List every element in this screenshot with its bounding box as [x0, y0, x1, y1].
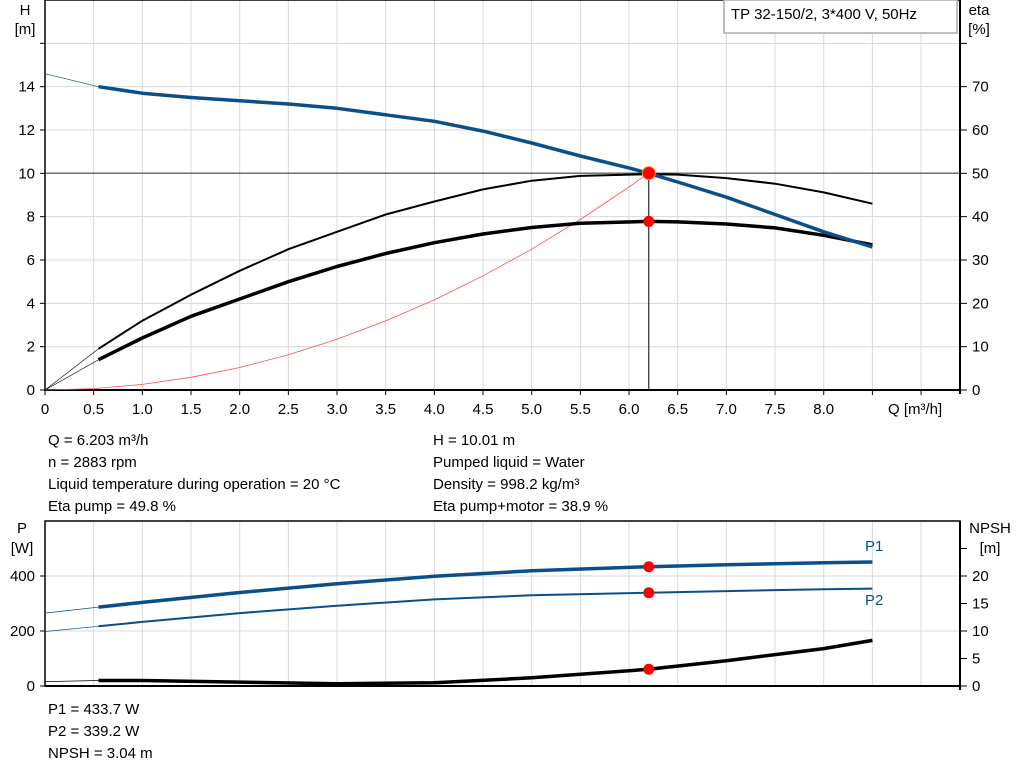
y-axis-unit-right: [%] [968, 21, 990, 38]
duty-point-npsh [643, 663, 655, 675]
x-tick-label: 8.0 [813, 401, 834, 418]
y-tick-label-left: 2 [27, 339, 35, 356]
y-tick-label-left: 4 [27, 295, 35, 312]
duty-point-p1 [643, 561, 655, 573]
eta-total-curve-extension [44, 359, 99, 391]
info-liquid: Pumped liquid = Water [433, 454, 585, 471]
duty-point-p2 [643, 587, 655, 599]
head-curve [98, 84, 873, 249]
x-tick-label: 4.0 [424, 401, 445, 418]
duty-point-head [641, 166, 656, 181]
info-head: H = 10.01 m [433, 432, 516, 449]
y-tick-label-right: 50 [972, 165, 989, 182]
npsh-curve [98, 638, 873, 686]
x-tick-label: 2.5 [278, 401, 299, 418]
x-tick-label: 6.0 [619, 401, 640, 418]
y-tick-label-left: 0 [27, 382, 35, 399]
y-tick-label-right: 30 [972, 252, 989, 269]
x-tick-label: 3.0 [327, 401, 348, 418]
npsh-curve-extension [44, 680, 99, 682]
x-tick-label: 1.0 [132, 401, 153, 418]
x-tick-label: 4.5 [473, 401, 494, 418]
y-tick-label-left: 400 [10, 568, 35, 585]
info-eta-pump: Eta pump = 49.8 % [48, 498, 176, 515]
y-tick-label-right: 20 [972, 568, 989, 585]
y-axis-unit-left: [m] [15, 21, 36, 38]
duty-info-right: H = 10.01 m Pumped liquid = Water Densit… [433, 430, 608, 518]
x-tick-label: 0.5 [83, 401, 104, 418]
info-npsh: NPSH = 3.04 m [48, 745, 153, 762]
y-tick-label-right: 40 [972, 209, 989, 226]
y-tick-label-right: 10 [972, 623, 989, 640]
y-tick-label-right: 0 [972, 678, 980, 695]
y-axis-label-left: H [20, 2, 31, 19]
p2-curve [98, 587, 873, 628]
y-axis-label-right: NPSH [969, 520, 1011, 537]
y-tick-label-right: 20 [972, 295, 989, 312]
info-temperature: Liquid temperature during operation = 20… [48, 476, 341, 493]
info-p1: P1 = 433.7 W [48, 701, 140, 718]
eta-pump-curve-extension [44, 348, 99, 391]
y-axis-label-right: eta [969, 2, 991, 19]
p1-curve [98, 560, 873, 609]
y-axis-unit-right: [m] [980, 540, 1001, 557]
system-curve [44, 172, 650, 391]
x-tick-label: 6.5 [667, 401, 688, 418]
x-tick-label: 7.0 [716, 401, 737, 418]
y-tick-label-left: 6 [27, 252, 35, 269]
eta-pump-curve [97, 173, 873, 350]
y-tick-label-right: 5 [972, 651, 980, 668]
y-tick-label-right: 70 [972, 79, 989, 96]
y-tick-label-right: 0 [972, 382, 980, 399]
title-box [723, 0, 958, 34]
plot-frame [44, 0, 961, 391]
x-tick-label: 7.5 [765, 401, 786, 418]
p1-curve-extension [44, 606, 99, 614]
x-tick-label: 5.5 [570, 401, 591, 418]
y-axis-unit-left: [W] [11, 540, 34, 557]
p1-curve-label: P1 [865, 538, 883, 555]
y-tick-label-right: 10 [972, 339, 989, 356]
y-tick-label-right: 60 [972, 122, 989, 139]
y-axis-label-left: P [17, 520, 27, 537]
x-tick-label: 1.5 [181, 401, 202, 418]
y-tick-label-left: 0 [27, 678, 35, 695]
eta-total-curve [97, 219, 873, 362]
x-tick-label: 0 [41, 401, 49, 418]
x-tick-label: 2.0 [229, 401, 250, 418]
plot-frame [44, 520, 961, 687]
duty-info-power: P1 = 433.7 W P2 = 339.2 W NPSH = 3.04 m [48, 699, 153, 765]
p2-curve-label: P2 [865, 592, 883, 609]
info-eta-total: Eta pump+motor = 38.9 % [433, 498, 609, 515]
y-tick-label-left: 8 [27, 209, 35, 226]
x-tick-label: 5.0 [521, 401, 542, 418]
head-curve-extension [44, 73, 99, 88]
info-flow: Q = 6.203 m³/h [48, 432, 149, 449]
y-tick-label-left: 12 [18, 122, 35, 139]
y-tick-label-right: 15 [972, 596, 989, 613]
p2-curve-extension [44, 625, 99, 632]
info-speed: n = 2883 rpm [48, 454, 137, 471]
duty-info-left: Q = 6.203 m³/h n = 2883 rpm Liquid tempe… [48, 430, 340, 518]
x-axis-label: Q [m³/h] [888, 401, 942, 418]
y-tick-label-left: 10 [18, 165, 35, 182]
x-tick-label: 3.5 [375, 401, 396, 418]
info-p2: P2 = 339.2 W [48, 723, 140, 740]
info-density: Density = 998.2 kg/m³ [433, 476, 580, 493]
chart-title: TP 32-150/2, 3*400 V, 50Hz [731, 6, 917, 23]
y-tick-label-left: 200 [10, 623, 35, 640]
y-tick-label-left: 14 [18, 79, 35, 96]
duty-point-eta-total [643, 215, 655, 227]
